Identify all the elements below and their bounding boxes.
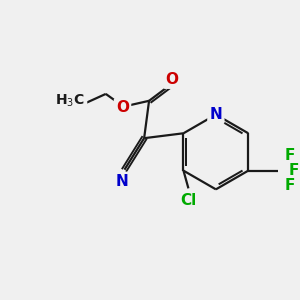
Text: F: F (284, 178, 295, 193)
Text: N: N (209, 107, 222, 122)
Text: H$_3$C: H$_3$C (56, 93, 85, 109)
Text: F: F (284, 148, 295, 164)
Text: O: O (165, 72, 178, 87)
Text: O: O (116, 100, 129, 115)
Text: N: N (116, 174, 129, 189)
Text: Cl: Cl (180, 193, 196, 208)
Text: F: F (288, 163, 299, 178)
